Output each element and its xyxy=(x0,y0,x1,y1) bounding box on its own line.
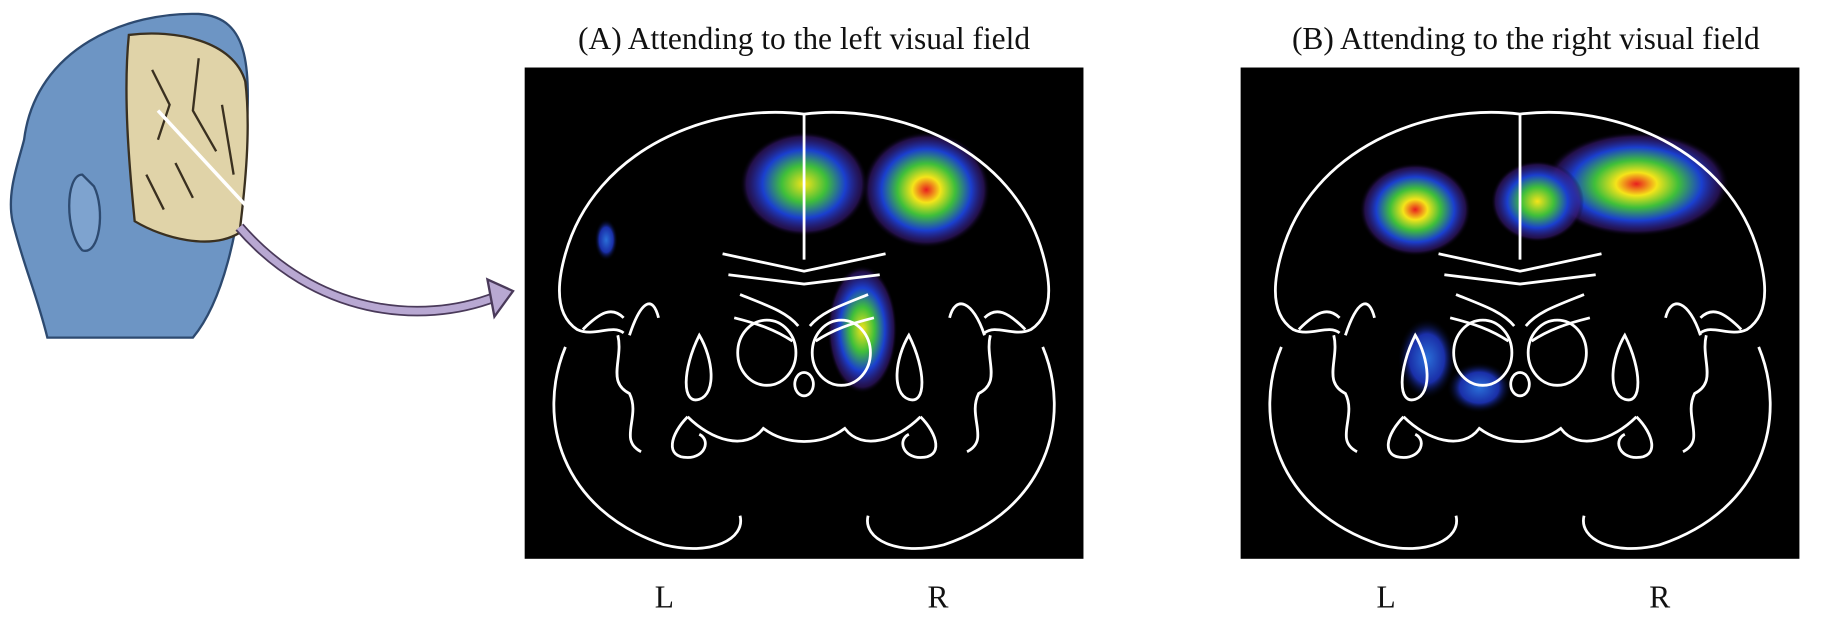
figure: (A) Attending to the left visual field L… xyxy=(0,0,1827,617)
hemisphere-label: L xyxy=(655,580,674,615)
head-illustration xyxy=(11,14,513,338)
hemisphere-label: R xyxy=(927,580,948,615)
panel-a: (A) Attending to the left visual field L… xyxy=(525,21,1084,615)
hemisphere-label: R xyxy=(1649,580,1670,615)
panel-b: (B) Attending to the right visual field … xyxy=(1241,21,1800,615)
panel-title: (A) Attending to the left visual field xyxy=(578,21,1030,56)
page: {"panels": [ {"title": "(A) Attending to… xyxy=(0,0,1827,617)
hemisphere-label: L xyxy=(1377,580,1396,615)
panel-title: (B) Attending to the right visual field xyxy=(1292,21,1760,56)
